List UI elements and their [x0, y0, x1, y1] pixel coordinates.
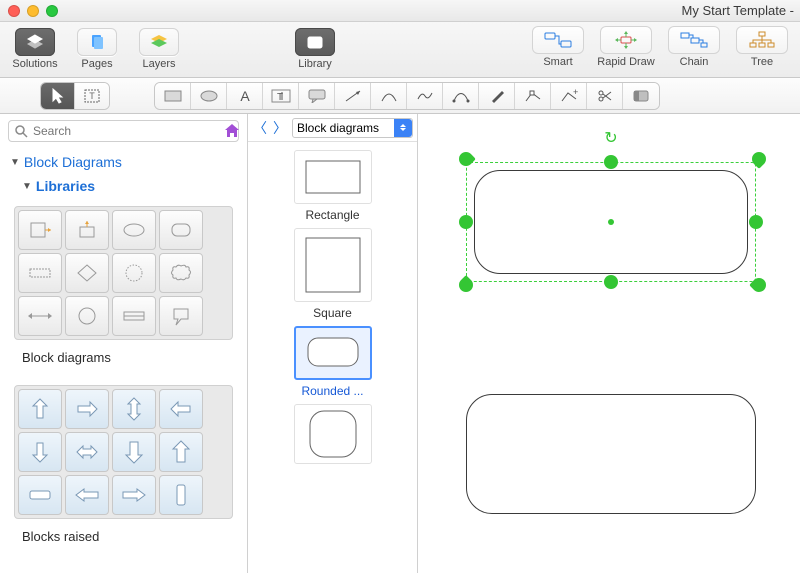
pointer-tool[interactable]: [41, 83, 75, 109]
library-label: Library: [298, 58, 332, 70]
resize-handle-e[interactable]: [749, 215, 763, 229]
pages-label: Pages: [81, 58, 112, 70]
layers-label: Layers: [142, 58, 175, 70]
ellipse-tool[interactable]: [191, 83, 227, 109]
spline-tool[interactable]: [407, 83, 443, 109]
library-blocks-raised[interactable]: [14, 385, 233, 519]
selected-shape[interactable]: [466, 162, 756, 282]
shape-rectangle[interactable]: Rectangle: [288, 150, 378, 222]
disclosure-triangle-icon: ▼: [10, 157, 20, 168]
svg-text:A: A: [240, 89, 250, 103]
chain-label: Chain: [680, 56, 709, 68]
main-toolbar: Solutions Pages Layers Library Smart Rap…: [0, 22, 800, 78]
lib2-label: Blocks raised: [0, 523, 247, 554]
shape-rounded-square[interactable]: [288, 404, 378, 464]
line-tool[interactable]: [335, 83, 371, 109]
lib1-label: Block diagrams: [0, 344, 247, 375]
window-titlebar: My Start Template -: [0, 0, 800, 22]
rapid-draw-label: Rapid Draw: [597, 56, 654, 68]
dropdown-label: Block diagrams: [297, 121, 379, 135]
drawing-tools: A T +: [154, 82, 660, 110]
rapid-draw-button[interactable]: Rapid Draw: [594, 26, 658, 68]
dropdown-chevron-icon: [394, 119, 412, 137]
rotation-handle-icon[interactable]: ↻: [604, 128, 617, 148]
tree-button[interactable]: Tree: [730, 26, 794, 68]
chain-button[interactable]: Chain: [662, 26, 726, 68]
smart-button[interactable]: Smart: [526, 26, 590, 68]
svg-text:+: +: [573, 89, 578, 97]
arc-tool[interactable]: [371, 83, 407, 109]
shape-label: Rectangle: [305, 208, 359, 222]
text-select-tool[interactable]: T: [75, 83, 109, 109]
nav-forward-button[interactable]: 〉: [272, 118, 288, 138]
library-dropdown[interactable]: Block diagrams: [292, 118, 413, 138]
shape-toolbar: T A T +: [0, 78, 800, 114]
bezier-tool[interactable]: [443, 83, 479, 109]
center-point: [608, 219, 614, 225]
textbox-tool[interactable]: T: [263, 83, 299, 109]
search-icon: [14, 124, 28, 138]
rounded-rect-shape-2[interactable]: [466, 394, 756, 514]
library-block-diagrams[interactable]: [14, 206, 233, 340]
smart-label: Smart: [543, 56, 572, 68]
pointer-group: T: [40, 82, 110, 110]
shape-square[interactable]: Square: [288, 228, 378, 320]
pen-tool[interactable]: [479, 83, 515, 109]
home-icon[interactable]: [223, 122, 241, 140]
shape-rounded[interactable]: Rounded ...: [288, 326, 378, 398]
disclosure-triangle-icon: ▼: [22, 181, 32, 192]
shape-browser: 〈 〉 Block diagrams Rectangle Square Roun…: [248, 114, 418, 573]
minimize-window-button[interactable]: [27, 5, 39, 17]
tree-lib-label: Libraries: [36, 178, 95, 194]
callout-tool[interactable]: [299, 83, 335, 109]
node-tool[interactable]: [515, 83, 551, 109]
solutions-button[interactable]: Solutions: [6, 26, 64, 70]
window-title: My Start Template -: [682, 0, 794, 22]
tree-root-label: Block Diagrams: [24, 154, 122, 170]
add-node-tool[interactable]: +: [551, 83, 587, 109]
close-window-button[interactable]: [8, 5, 20, 17]
rectangle-tool[interactable]: [155, 83, 191, 109]
shape-label: Square: [313, 306, 352, 320]
zoom-window-button[interactable]: [46, 5, 58, 17]
resize-handle-n[interactable]: [604, 155, 618, 169]
nav-back-button[interactable]: 〈: [252, 118, 268, 138]
solutions-label: Solutions: [12, 58, 57, 70]
resize-handle-s[interactable]: [604, 275, 618, 289]
browser-nav: 〈 〉 Block diagrams: [248, 114, 417, 142]
search-input[interactable]: [8, 120, 239, 142]
svg-text:T: T: [89, 91, 95, 101]
pages-button[interactable]: Pages: [68, 26, 126, 70]
swatch-tool[interactable]: [623, 83, 659, 109]
library-button[interactable]: Library: [286, 26, 344, 70]
tree-label: Tree: [751, 56, 773, 68]
resize-handle-w[interactable]: [459, 215, 473, 229]
scissors-tool[interactable]: [587, 83, 623, 109]
traffic-lights: [8, 5, 58, 17]
drawing-canvas[interactable]: ↻: [418, 114, 800, 573]
shape-label: Rounded ...: [301, 384, 363, 398]
search-container: [8, 120, 239, 142]
tree-block-diagrams[interactable]: ▼ Block Diagrams: [0, 148, 247, 172]
solutions-panel: ▼ Block Diagrams ▼ Libraries B: [0, 114, 248, 573]
text-tool[interactable]: A: [227, 83, 263, 109]
tree-libraries[interactable]: ▼ Libraries: [0, 172, 247, 196]
layers-button[interactable]: Layers: [130, 26, 188, 70]
